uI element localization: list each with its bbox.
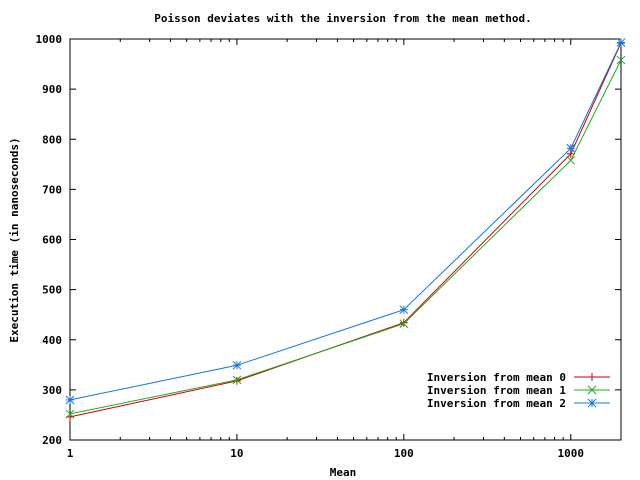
data-point <box>616 55 626 65</box>
data-point <box>566 143 576 153</box>
y-tick-label: 500 <box>42 284 62 297</box>
data-point <box>399 305 409 315</box>
legend-item: Inversion from mean 2 <box>427 397 610 410</box>
x-axis: 1 10 100 1000 <box>67 39 622 460</box>
legend-marker <box>587 398 597 408</box>
legend-marker <box>587 385 597 395</box>
x-tick-label: 1000 <box>558 447 585 460</box>
series-layer <box>65 38 626 421</box>
y-tick-label: 1000 <box>36 33 63 46</box>
x-tick-label: 10 <box>230 447 243 460</box>
legend-label: Inversion from mean 0 <box>427 371 566 384</box>
x-tick-label: 1 <box>67 447 74 460</box>
y-tick-label: 400 <box>42 334 62 347</box>
chart-title: Poisson deviates with the inversion from… <box>154 12 532 25</box>
data-point <box>399 318 408 327</box>
data-point <box>616 38 626 47</box>
data-point <box>232 375 242 385</box>
series-line <box>69 59 622 415</box>
y-tick-label: 300 <box>42 384 62 397</box>
y-tick-label: 800 <box>42 133 62 146</box>
legend-label: Inversion from mean 1 <box>427 384 566 397</box>
x-axis-label: Mean <box>330 466 357 479</box>
data-point <box>399 319 409 329</box>
series-line <box>69 42 622 418</box>
y-axis: 200 300 400 500 600 700 800 900 1000 <box>36 33 621 447</box>
series-0 <box>66 39 625 421</box>
data-point <box>232 360 242 370</box>
series-2 <box>65 38 626 405</box>
y-axis-label: Execution time (in nanoseconds) <box>8 137 21 342</box>
y-tick-label: 200 <box>42 434 62 447</box>
y-tick-label: 600 <box>42 234 62 247</box>
legend-marker <box>588 373 596 381</box>
data-point <box>65 409 75 419</box>
x-tick-label: 100 <box>394 447 414 460</box>
series-1 <box>65 55 626 419</box>
series-line <box>69 42 622 401</box>
legend-label: Inversion from mean 2 <box>427 397 566 410</box>
data-point <box>65 395 75 405</box>
y-tick-label: 700 <box>42 183 62 196</box>
y-tick-label: 900 <box>42 83 62 96</box>
legend-item: Inversion from mean 0 <box>427 371 610 384</box>
legend-item: Inversion from mean 1 <box>427 384 610 397</box>
data-point <box>566 155 576 165</box>
